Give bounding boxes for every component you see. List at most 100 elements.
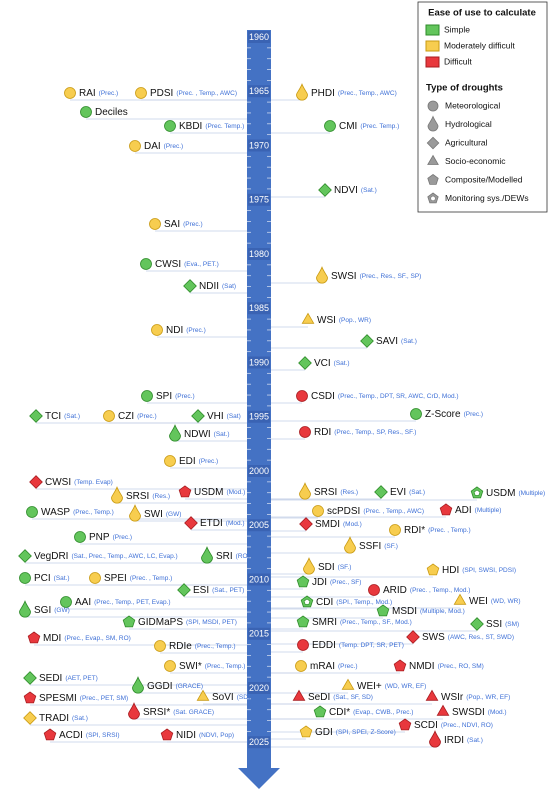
year-box — [248, 193, 270, 206]
index-label: CDI* (Evap., CWB., Prec.) — [329, 707, 413, 718]
index-inputs: (SPI, MSDI, PET) — [186, 619, 237, 626]
icon — [425, 689, 439, 701]
index-inputs: (Prec. , Temp.) — [428, 527, 471, 534]
index-inputs: (AET, PET) — [65, 675, 98, 682]
index-inputs: (SM) — [505, 621, 519, 628]
index-label: mRAI (Prec.) — [310, 661, 358, 672]
legend-swatch — [425, 24, 440, 36]
index-inputs: (GW) — [54, 607, 70, 614]
icon — [164, 660, 176, 672]
legend-swatch — [425, 56, 440, 68]
legend-entries: Simple Moderately difficult Difficult Meteo… — [425, 24, 529, 204]
index-label: SWI* (Prec., Temp.) — [179, 661, 245, 672]
icon — [27, 631, 41, 644]
index-inputs: (Sat.) — [64, 413, 80, 420]
index-label: TRADI (Sat.) — [39, 713, 88, 724]
icon — [429, 730, 441, 748]
legend-label: Simple — [444, 24, 470, 34]
index-name: PCI — [34, 573, 51, 584]
index-label: EVI (Sat.) — [390, 487, 425, 498]
year-label: 1985 — [249, 303, 269, 313]
index-label: SAI (Prec.) — [164, 219, 203, 230]
index-inputs: (Prec. , Temp., AWC) — [176, 90, 237, 97]
index-label: GIDMaPS (SPI, MSDI, PET) — [138, 617, 237, 628]
index-inputs: (Sat) — [227, 413, 241, 420]
index-inputs: (SD) — [237, 694, 250, 701]
index-inputs: (Multiple, Mod.) — [420, 608, 465, 615]
index-name: NDII — [199, 281, 219, 292]
year-label: 1990 — [249, 357, 269, 367]
index-name: NDVI — [334, 185, 358, 196]
year-box — [248, 573, 270, 586]
index-label: KBDI (Prec. Temp.) — [179, 121, 244, 132]
index-label: WSIr (Pop., WR, EF) — [441, 692, 510, 703]
index-name: HDI — [442, 565, 459, 576]
index-label: WEI+ (WD, WR, EF) — [357, 681, 426, 692]
icon — [427, 174, 439, 185]
index-label: ACDI (SPI, SRSI) — [59, 730, 120, 741]
index-label: ETDI (Mod.) — [200, 518, 245, 529]
index-label: SWSI (Prec., Res., SF., SP) — [331, 271, 421, 282]
icon — [470, 617, 484, 631]
index-label: GDI (SPI, SPEI, Z-Score) — [315, 727, 396, 738]
icon — [64, 87, 76, 99]
index-name: CDI — [316, 597, 333, 608]
icon — [299, 517, 313, 531]
index-inputs: (Prec., PET, SM) — [80, 695, 128, 702]
icon — [398, 718, 412, 731]
index-label: USDM (Multiple) — [486, 488, 545, 499]
index-inputs: (AWC, Res., ST, SWD) — [448, 634, 514, 641]
index-name: SeDI — [308, 692, 330, 703]
index-inputs: (Sat.) — [54, 575, 70, 582]
year-label: 2015 — [249, 629, 269, 639]
index-name: AAI — [75, 597, 91, 608]
index-label: AAI (Prec., Temp., PET, Evap.) — [75, 597, 171, 608]
index-name: SoVI — [212, 692, 234, 703]
index-label: SWS (AWC, Res., ST, SWD) — [422, 632, 514, 643]
index-label: GGDI (GRACE) — [147, 681, 203, 692]
index-inputs: (SPI, SRSI) — [86, 732, 120, 739]
icon — [129, 504, 141, 522]
index-label: SGI (GW) — [34, 605, 70, 616]
icon — [406, 630, 420, 644]
icon — [132, 676, 144, 694]
icon — [29, 409, 43, 423]
index-label: SWSDI (Mod.) — [452, 707, 507, 718]
timeline-bar — [247, 30, 271, 770]
index-name: SPESMI — [39, 693, 77, 704]
timeline-arrow — [238, 768, 280, 789]
index-inputs: (WD, WR) — [491, 598, 521, 605]
index-name: JDI — [312, 577, 327, 588]
index-name: SCDI — [414, 720, 438, 731]
icon — [18, 549, 32, 563]
index-inputs: (Sat.) — [361, 187, 377, 194]
index-name: PHDI — [311, 88, 335, 99]
index-inputs: (Mod.) — [488, 709, 507, 716]
index-name: SWS — [422, 632, 445, 643]
index-name: USDM — [486, 488, 515, 499]
index-name: SRI — [216, 551, 233, 562]
index-inputs: (Sat., Prec., Temp., AWC, LC, Evap.) — [71, 553, 177, 560]
icon — [426, 563, 440, 576]
icon — [374, 485, 388, 499]
icon — [111, 486, 123, 504]
index-inputs: (Prec., Temp.) — [205, 663, 246, 670]
icon — [140, 258, 152, 270]
year-label: 1965 — [249, 86, 269, 96]
index-inputs: (Multiple) — [475, 507, 502, 514]
index-name: RDI* — [404, 525, 425, 536]
icon-inner — [430, 195, 436, 201]
index-name: ESI — [193, 585, 209, 596]
index-name: ADI — [455, 505, 472, 516]
index-name: CWSI — [155, 259, 181, 270]
icon — [191, 409, 205, 423]
icon — [312, 505, 324, 517]
index-name: SWSDI — [452, 707, 485, 718]
icon — [23, 691, 37, 704]
icon — [122, 615, 136, 628]
icon — [129, 140, 141, 152]
icon — [177, 583, 191, 597]
index-inputs: (Prec.) — [99, 90, 119, 97]
index-inputs: (Prec.) — [199, 458, 219, 465]
index-name: PNP — [89, 532, 110, 543]
